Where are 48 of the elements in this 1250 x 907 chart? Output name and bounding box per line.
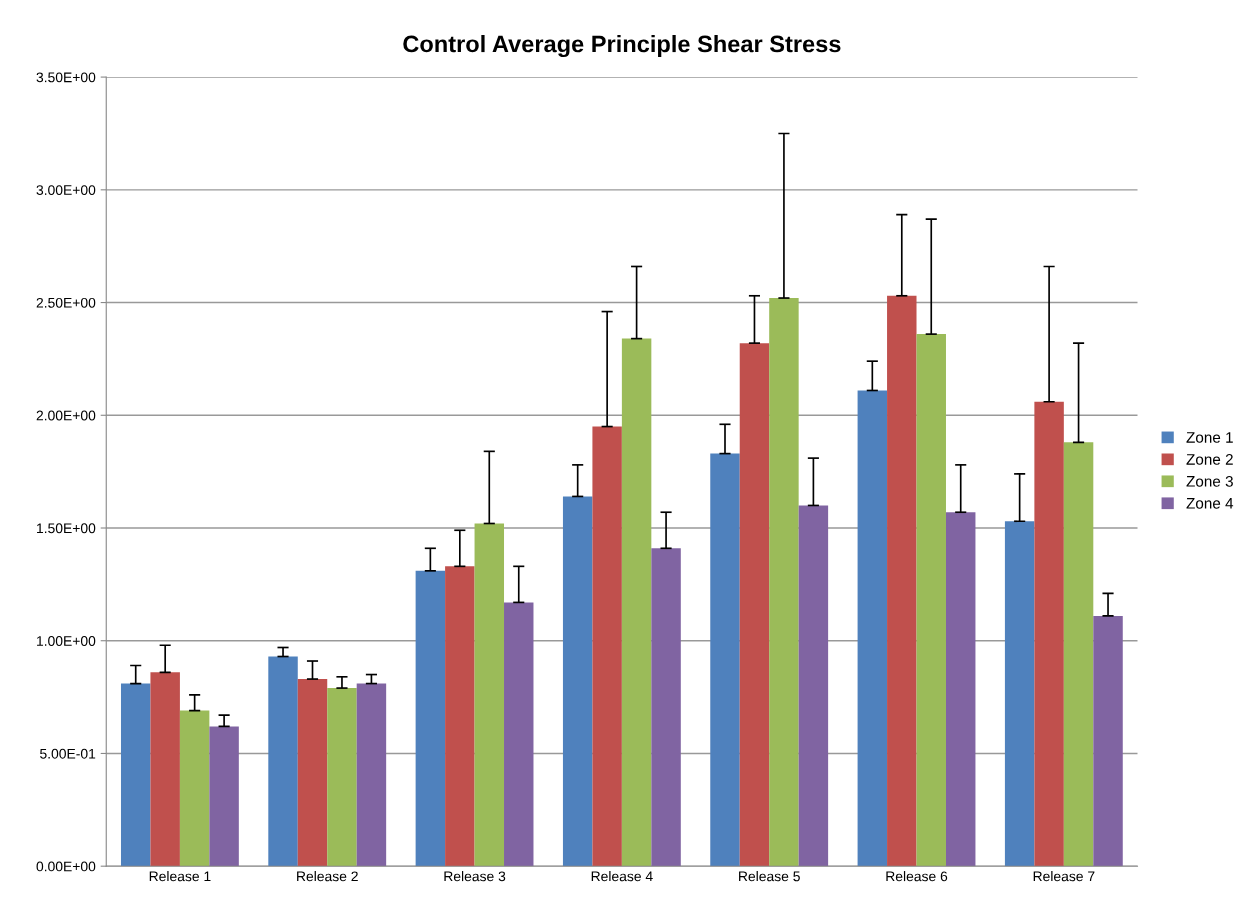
x-tick-label: Release 2 [297,871,358,882]
bar [621,338,652,867]
x-tick-label: Release 6 [886,871,948,882]
y-tick-label: 1.50E+00 [37,523,96,534]
y-tick-label: 3.00E+00 [36,185,96,195]
bar [1093,615,1123,867]
x-tick-label: Release 1 [149,871,211,882]
bar [562,496,593,867]
bar [769,298,799,867]
y-tick-label: 0.00E+00 [36,861,96,872]
legend-label: Zone 3 [1186,475,1233,487]
y-tick-label: 3.50E+00 [36,72,96,83]
bar [592,426,622,867]
bar [651,548,681,867]
x-tick-label: Release 5 [739,871,800,882]
bar [120,683,151,867]
y-tick-label: 2.00E+00 [36,410,96,421]
y-tick-label: 2.50E+00 [36,297,96,308]
y-tick-label: 1.00E+00 [37,636,96,646]
y-tick-label: 5.00E-01 [40,748,96,759]
bar [1034,401,1064,867]
x-tick-label: Release 4 [591,871,653,882]
bar [179,710,210,867]
bar [945,512,976,867]
bar [504,602,534,867]
bar [474,523,505,867]
bar [798,505,829,867]
bar [415,570,446,867]
bar [916,334,946,867]
legend-label: Zone 1 [1186,432,1233,443]
legend-label: Zone 2 [1186,453,1233,465]
bar [297,679,328,867]
bar [150,672,180,867]
bar [209,726,239,867]
bar [739,343,770,867]
bar [1063,442,1094,867]
bar [327,688,357,867]
bar [445,566,475,867]
legend-label: Zone 4 [1186,498,1234,509]
bar [356,683,387,867]
bar [887,295,917,867]
bar [1004,521,1035,867]
bar [268,656,298,867]
chart-title: Control Average Principle Shear Stress [403,34,841,58]
bar [857,390,888,867]
x-tick-label: Release 3 [444,871,506,882]
x-tick-label: Release 7 [1033,871,1095,882]
bar [710,453,740,867]
